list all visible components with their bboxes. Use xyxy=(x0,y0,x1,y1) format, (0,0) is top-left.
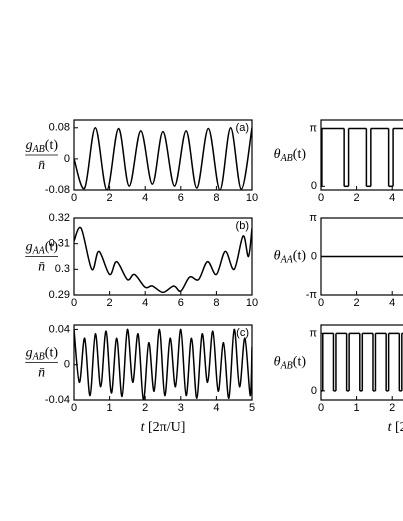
y-tick-label: π xyxy=(309,212,317,224)
x-label-unit: [2π/U] xyxy=(148,420,185,435)
y-label-subscript: AB xyxy=(280,361,293,372)
x-tick-label: 2 xyxy=(354,192,360,204)
x-label-symbol: t xyxy=(388,420,393,435)
x-tick-label: 2 xyxy=(354,297,360,309)
y-tick-label: 0.32 xyxy=(49,212,70,224)
x-tick-label: 4 xyxy=(142,192,148,204)
y-axis-label: θAB(t) xyxy=(274,147,307,164)
data-line xyxy=(74,127,252,190)
y-tick-label: 0.08 xyxy=(49,122,70,134)
y-label-argument: (t) xyxy=(45,240,59,255)
plot-frame xyxy=(73,119,253,191)
plot-frame xyxy=(73,217,253,296)
x-tick-label: 3 xyxy=(178,402,184,414)
x-tick-label: 1 xyxy=(354,402,360,414)
plot-frame xyxy=(320,324,403,401)
y-tick-label: π xyxy=(309,327,317,339)
y-label-argument: (t) xyxy=(293,355,307,370)
y-axis-label: θAB(t) xyxy=(274,355,307,372)
x-tick-label: 2 xyxy=(389,402,395,414)
x-tick-label: 4 xyxy=(142,297,148,309)
y-label-argument: (t) xyxy=(45,138,59,153)
x-tick-label: 0 xyxy=(71,192,77,204)
x-tick-label: 0 xyxy=(318,297,324,309)
y-tick-label: 0 xyxy=(64,153,70,165)
y-label-subscript: AB xyxy=(280,153,293,164)
y-label-denominator: n̄ xyxy=(38,260,45,275)
x-label-symbol: t xyxy=(141,420,146,435)
y-tick-label: 0 xyxy=(311,250,317,262)
y-tick-label: -0.04 xyxy=(45,394,70,406)
y-label-subscript: AB xyxy=(32,352,45,363)
x-tick-label: 2 xyxy=(107,297,113,309)
y-axis-label: gAA(t) xyxy=(26,240,59,257)
data-line xyxy=(74,226,252,294)
y-tick-label: 0.04 xyxy=(49,323,70,335)
y-label-symbol: g xyxy=(26,346,33,361)
x-tick-label: 6 xyxy=(178,297,184,309)
plot-frame xyxy=(320,119,403,191)
x-tick-label: 0 xyxy=(71,297,77,309)
y-label-symbol: θ xyxy=(274,147,281,162)
x-label-unit: [2π/U] xyxy=(395,420,403,435)
x-tick-label: 2 xyxy=(142,402,148,414)
y-tick-label: π xyxy=(309,122,317,134)
x-tick-label: 0 xyxy=(318,402,324,414)
panel-label: (a) xyxy=(236,122,249,134)
y-tick-label: 0 xyxy=(311,180,317,192)
y-axis-label: θAA(t) xyxy=(274,249,307,266)
y-label-symbol: θ xyxy=(274,355,281,370)
y-tick-label: 0 xyxy=(64,359,70,371)
y-label-subscript: AA xyxy=(32,246,46,257)
y-tick-label: 0.29 xyxy=(49,289,70,301)
x-tick-label: 10 xyxy=(246,297,258,309)
x-tick-label: 8 xyxy=(213,192,219,204)
y-label-subscript: AB xyxy=(32,144,45,155)
y-axis-label: gAB(t) xyxy=(26,346,59,363)
y-axis-label: gAB(t) xyxy=(26,138,59,155)
y-label-symbol: g xyxy=(26,240,33,255)
panel-label: (c) xyxy=(236,327,249,339)
x-tick-label: 10 xyxy=(246,192,258,204)
y-tick-label: 0.3 xyxy=(55,263,70,275)
x-axis-label: t [2π/U] xyxy=(141,420,186,435)
y-tick-label: -0.08 xyxy=(45,184,70,196)
x-tick-label: 6 xyxy=(178,192,184,204)
panel-label: (b) xyxy=(236,220,249,232)
y-label-symbol: θ xyxy=(274,249,281,264)
y-label-denominator: n̄ xyxy=(38,158,45,173)
x-tick-label: 2 xyxy=(107,192,113,204)
x-axis-label: t [2π/U] xyxy=(388,420,403,435)
x-tick-label: 1 xyxy=(107,402,113,414)
x-tick-label: 4 xyxy=(389,192,395,204)
y-label-argument: (t) xyxy=(45,346,59,361)
y-tick-label: 0 xyxy=(311,385,317,397)
x-tick-label: 5 xyxy=(249,402,255,414)
y-label-argument: (t) xyxy=(293,249,307,264)
y-label-denominator: n̄ xyxy=(38,366,45,381)
y-tick-label: -π xyxy=(306,289,318,301)
x-tick-label: 8 xyxy=(213,297,219,309)
x-tick-label: 4 xyxy=(389,297,395,309)
x-tick-label: 0 xyxy=(71,402,77,414)
y-tick-label: 0.31 xyxy=(49,238,70,250)
x-tick-label: 4 xyxy=(213,402,219,414)
y-label-argument: (t) xyxy=(293,147,307,162)
data-line xyxy=(74,328,252,400)
x-tick-label: 0 xyxy=(318,192,324,204)
y-label-subscript: AA xyxy=(280,255,294,266)
y-label-symbol: g xyxy=(26,138,33,153)
